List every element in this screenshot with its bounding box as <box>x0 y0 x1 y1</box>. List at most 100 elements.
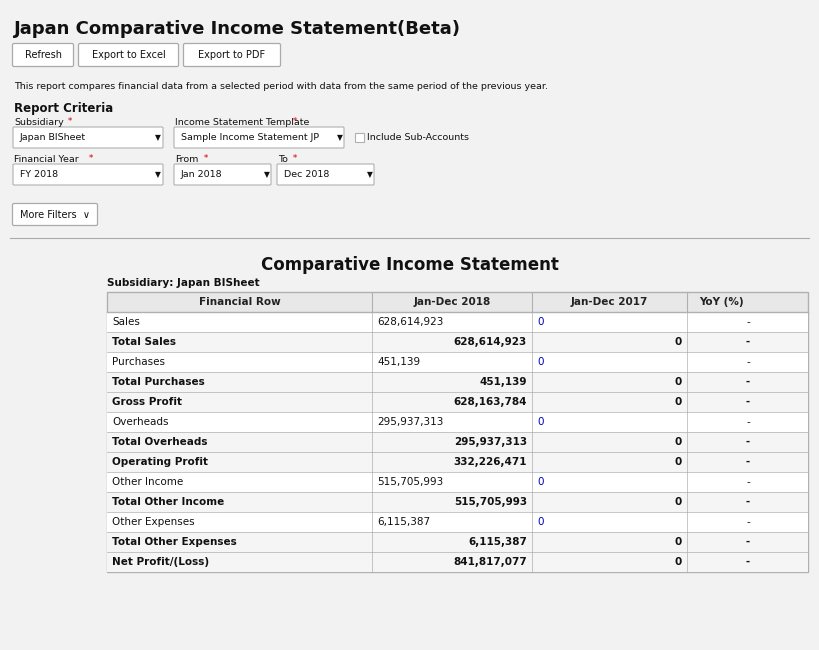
Text: 0: 0 <box>537 417 544 427</box>
Text: 0: 0 <box>537 317 544 327</box>
Text: Japan BISheet: Japan BISheet <box>20 133 86 142</box>
Text: *: * <box>201 154 208 163</box>
Text: *: * <box>65 117 72 126</box>
Bar <box>107 472 808 492</box>
Text: Operating Profit: Operating Profit <box>112 457 208 467</box>
Text: -: - <box>746 357 750 367</box>
Text: Subsidiary: Japan BISheet: Subsidiary: Japan BISheet <box>107 278 260 288</box>
Text: Jan 2018: Jan 2018 <box>181 170 223 179</box>
Text: 628,614,923: 628,614,923 <box>454 337 527 347</box>
FancyBboxPatch shape <box>12 44 74 66</box>
Text: -: - <box>746 477 750 487</box>
Bar <box>107 292 808 572</box>
Text: 0: 0 <box>675 397 682 407</box>
Text: -: - <box>746 557 750 567</box>
Text: -: - <box>746 457 750 467</box>
Bar <box>107 292 808 312</box>
Text: ▼: ▼ <box>155 133 161 142</box>
Text: -: - <box>746 397 750 407</box>
Text: -: - <box>746 317 750 327</box>
Text: Purchases: Purchases <box>112 357 165 367</box>
Text: More Filters  ∨: More Filters ∨ <box>20 209 90 220</box>
Text: -: - <box>746 537 750 547</box>
Bar <box>107 372 808 392</box>
Text: ▼: ▼ <box>155 170 161 179</box>
Text: Total Overheads: Total Overheads <box>112 437 207 447</box>
Bar <box>107 312 808 332</box>
Text: Jan-Dec 2018: Jan-Dec 2018 <box>414 297 491 307</box>
Text: *: * <box>86 154 93 163</box>
FancyBboxPatch shape <box>277 164 374 185</box>
Bar <box>107 492 808 512</box>
Text: Total Sales: Total Sales <box>112 337 176 347</box>
FancyBboxPatch shape <box>13 164 163 185</box>
Text: 0: 0 <box>675 497 682 507</box>
Bar <box>107 452 808 472</box>
Text: ▼: ▼ <box>264 170 270 179</box>
Text: Include Sub-Accounts: Include Sub-Accounts <box>367 133 469 142</box>
Text: Total Other Income: Total Other Income <box>112 497 224 507</box>
Text: Dec 2018: Dec 2018 <box>284 170 329 179</box>
Text: -: - <box>746 417 750 427</box>
Bar <box>107 552 808 572</box>
Text: Financial Row: Financial Row <box>199 297 280 307</box>
Text: 515,705,993: 515,705,993 <box>454 497 527 507</box>
Text: YoY (%): YoY (%) <box>699 297 744 307</box>
Text: Total Purchases: Total Purchases <box>112 377 205 387</box>
FancyBboxPatch shape <box>79 44 179 66</box>
Text: 628,163,784: 628,163,784 <box>454 397 527 407</box>
Text: Report Criteria: Report Criteria <box>14 102 113 115</box>
FancyBboxPatch shape <box>183 44 280 66</box>
Text: Net Profit/(Loss): Net Profit/(Loss) <box>112 557 209 567</box>
Bar <box>107 292 808 572</box>
Bar <box>107 412 808 432</box>
Text: 0: 0 <box>537 517 544 527</box>
Text: 628,614,923: 628,614,923 <box>377 317 443 327</box>
Text: Sales: Sales <box>112 317 140 327</box>
Text: *: * <box>290 117 297 126</box>
Text: 0: 0 <box>675 557 682 567</box>
Text: 6,115,387: 6,115,387 <box>468 537 527 547</box>
Text: -: - <box>746 437 750 447</box>
Text: FY 2018: FY 2018 <box>20 170 58 179</box>
Text: ▼: ▼ <box>337 133 343 142</box>
Text: 6,115,387: 6,115,387 <box>377 517 430 527</box>
Text: Jan-Dec 2017: Jan-Dec 2017 <box>571 297 648 307</box>
Text: 0: 0 <box>675 377 682 387</box>
Text: -: - <box>746 517 750 527</box>
Text: ▼: ▼ <box>367 170 373 179</box>
Text: 0: 0 <box>675 437 682 447</box>
Bar <box>107 352 808 372</box>
Bar <box>107 332 808 352</box>
Text: This report compares financial data from a selected period with data from the sa: This report compares financial data from… <box>14 82 548 91</box>
Text: 0: 0 <box>537 477 544 487</box>
Text: Income Statement Template: Income Statement Template <box>175 118 310 127</box>
Text: 451,139: 451,139 <box>479 377 527 387</box>
FancyBboxPatch shape <box>174 164 271 185</box>
Text: Financial Year: Financial Year <box>14 155 79 164</box>
Text: 0: 0 <box>675 337 682 347</box>
Text: Subsidiary: Subsidiary <box>14 118 64 127</box>
Bar <box>107 532 808 552</box>
Text: -: - <box>746 497 750 507</box>
Text: 0: 0 <box>537 357 544 367</box>
Text: To: To <box>278 155 287 164</box>
Text: 295,937,313: 295,937,313 <box>377 417 443 427</box>
Text: -: - <box>746 337 750 347</box>
Bar <box>107 432 808 452</box>
Text: 451,139: 451,139 <box>377 357 420 367</box>
Text: Other Expenses: Other Expenses <box>112 517 195 527</box>
Text: Refresh: Refresh <box>25 50 61 60</box>
Text: 332,226,471: 332,226,471 <box>454 457 527 467</box>
FancyBboxPatch shape <box>174 127 344 148</box>
FancyBboxPatch shape <box>13 127 163 148</box>
Text: 295,937,313: 295,937,313 <box>454 437 527 447</box>
Text: Overheads: Overheads <box>112 417 169 427</box>
Text: Comparative Income Statement: Comparative Income Statement <box>260 256 559 274</box>
Text: Gross Profit: Gross Profit <box>112 397 182 407</box>
Text: 515,705,993: 515,705,993 <box>377 477 443 487</box>
Text: -: - <box>746 377 750 387</box>
Bar <box>107 392 808 412</box>
FancyBboxPatch shape <box>12 203 97 226</box>
Text: *: * <box>290 154 297 163</box>
